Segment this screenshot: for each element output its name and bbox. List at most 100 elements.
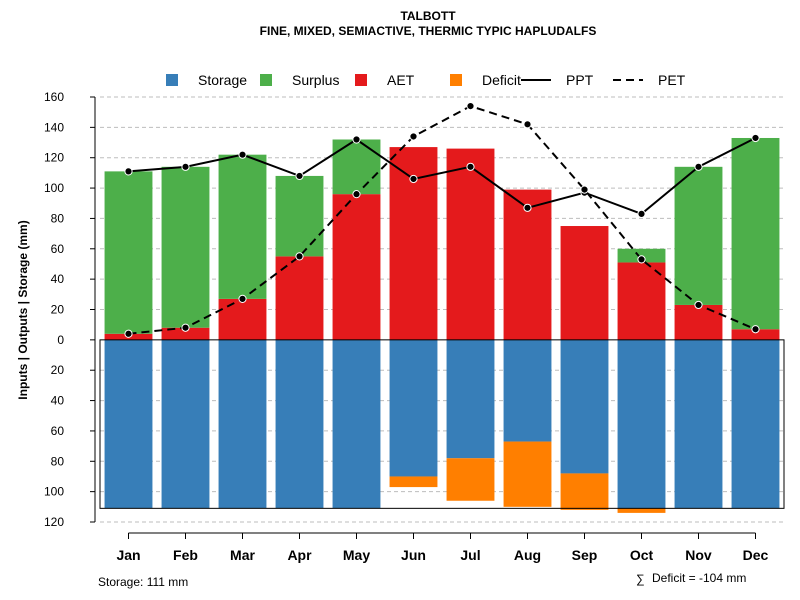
storage-bar bbox=[446, 339, 495, 459]
legend-swatch-aet bbox=[355, 74, 367, 86]
pet-point bbox=[751, 325, 760, 334]
storage-bar bbox=[674, 339, 723, 509]
x-tick-label: Apr bbox=[287, 547, 312, 563]
y-tick-label: 140 bbox=[44, 120, 64, 134]
y-tick-label: 60 bbox=[51, 242, 65, 256]
lines-layer bbox=[124, 102, 760, 338]
storage-bar bbox=[389, 339, 438, 477]
x-tick-label: Mar bbox=[230, 547, 255, 563]
gridlines bbox=[100, 96, 784, 523]
y-axis-label: Inputs | Outputs | Storage (mm) bbox=[16, 220, 30, 399]
x-tick-label: Oct bbox=[630, 547, 654, 563]
surplus-bar bbox=[332, 139, 381, 195]
legend-swatch-storage bbox=[166, 74, 178, 86]
legend: Storage Surplus AET Deficit PPT PET bbox=[166, 72, 686, 88]
pet-line bbox=[128, 105, 756, 335]
deficit-bar bbox=[446, 458, 495, 501]
aet-bar bbox=[446, 148, 495, 340]
x-tick-label: Dec bbox=[743, 547, 769, 563]
pet-point bbox=[295, 252, 304, 261]
x-tick-label: Aug bbox=[514, 547, 541, 563]
aet-bar bbox=[674, 304, 723, 340]
x-tick-label: Jan bbox=[116, 547, 140, 563]
y-tick-label: 20 bbox=[51, 363, 65, 377]
storage-bar bbox=[104, 339, 153, 509]
storage-bar bbox=[161, 339, 210, 509]
surplus-bar bbox=[218, 154, 267, 299]
deficit-footnote: Deficit = -104 mm bbox=[652, 571, 746, 585]
aet-bar bbox=[731, 329, 780, 340]
ppt-point bbox=[238, 150, 247, 159]
y-tick-label: 120 bbox=[44, 515, 64, 529]
legend-label-aet: AET bbox=[387, 72, 415, 88]
storage-bar bbox=[332, 339, 381, 509]
x-tick-label: Jul bbox=[460, 547, 480, 563]
pet-point bbox=[124, 329, 133, 338]
legend-label-surplus: Surplus bbox=[292, 72, 339, 88]
y-tick-label: 20 bbox=[51, 303, 65, 317]
aet-bar bbox=[617, 262, 666, 340]
legend-label-ppt: PPT bbox=[566, 72, 594, 88]
y-tick-label: 100 bbox=[44, 485, 64, 499]
x-tick-label: Nov bbox=[685, 547, 712, 563]
pet-point bbox=[580, 185, 589, 194]
ppt-point bbox=[751, 133, 760, 143]
ppt-point bbox=[352, 135, 361, 144]
pet-point bbox=[409, 132, 418, 141]
storage-bar bbox=[731, 339, 780, 509]
deficit-bar bbox=[503, 441, 552, 507]
deficit-bar bbox=[560, 473, 609, 510]
legend-swatch-surplus bbox=[260, 74, 272, 86]
y-tick-label: 120 bbox=[44, 151, 64, 165]
aet-bar bbox=[161, 327, 210, 340]
storage-bar bbox=[218, 339, 267, 509]
pet-point bbox=[637, 255, 646, 264]
aet-bar bbox=[560, 226, 609, 340]
bars-layer bbox=[99, 137, 785, 513]
pet-point bbox=[238, 294, 247, 303]
ppt-point bbox=[409, 174, 418, 184]
ppt-point bbox=[181, 162, 190, 171]
legend-label-pet: PET bbox=[658, 72, 686, 88]
surplus-bar bbox=[731, 137, 780, 330]
storage-bar bbox=[275, 339, 324, 509]
surplus-bar bbox=[674, 166, 723, 305]
ppt-line bbox=[128, 137, 756, 216]
ppt-point bbox=[466, 162, 475, 171]
x-tick-label: May bbox=[343, 547, 370, 563]
y-tick-label: 160 bbox=[44, 90, 64, 104]
aet-bar bbox=[275, 256, 324, 340]
chart-title: TALBOTT bbox=[400, 9, 456, 23]
x-tick-label: Feb bbox=[173, 547, 198, 563]
y-tick-label: 40 bbox=[51, 394, 65, 408]
x-tick-label: Sep bbox=[572, 547, 598, 563]
storage-bar bbox=[503, 339, 552, 442]
y-tick-label: 100 bbox=[44, 181, 64, 195]
legend-label-storage: Storage bbox=[198, 72, 247, 88]
pet-point bbox=[694, 300, 703, 310]
pet-point bbox=[181, 323, 190, 332]
deficit-bar bbox=[389, 476, 438, 488]
ppt-point bbox=[295, 171, 304, 181]
axes-layer: 160 140 120 100 80 60 40 20 0 20 40 60 80 100 120 Jan Fe… bbox=[44, 90, 769, 563]
y-tick-label: 80 bbox=[51, 211, 65, 225]
surplus-bar bbox=[104, 171, 153, 334]
pet-point bbox=[523, 120, 532, 129]
aet-bar bbox=[332, 194, 381, 340]
deficit-sum-symbol: ∑ bbox=[636, 572, 645, 586]
y-tick-label: 40 bbox=[51, 272, 65, 286]
storage-bar bbox=[617, 339, 666, 509]
legend-swatch-deficit bbox=[450, 74, 462, 86]
y-tick-label: 80 bbox=[51, 454, 65, 468]
surplus-bar bbox=[161, 166, 210, 328]
storage-capacity-outline bbox=[99, 339, 785, 509]
y-tick-label: 60 bbox=[51, 424, 65, 438]
pet-point bbox=[352, 190, 361, 199]
x-tick-label: Jun bbox=[401, 547, 426, 563]
pet-point bbox=[466, 102, 475, 111]
ppt-point bbox=[523, 203, 532, 212]
ppt-point bbox=[637, 209, 646, 218]
chart-subtitle: FINE, MIXED, SEMIACTIVE, THERMIC TYPIC H… bbox=[260, 24, 597, 38]
legend-label-deficit: Deficit bbox=[482, 72, 521, 88]
